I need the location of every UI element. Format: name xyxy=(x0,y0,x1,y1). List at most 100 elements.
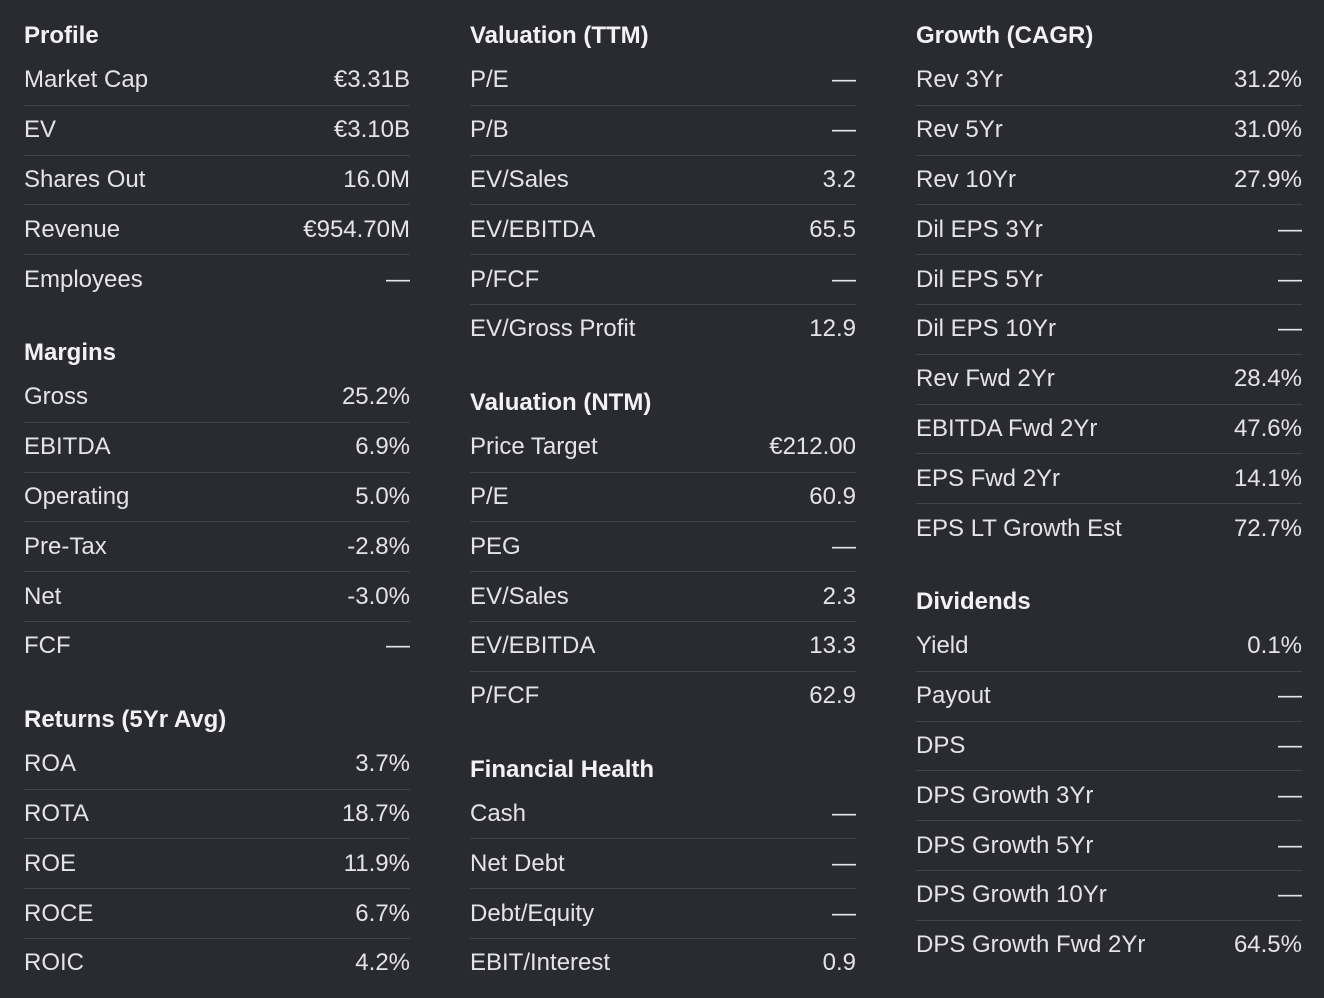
metric-row: EBITDA 6.9% xyxy=(24,423,410,473)
metric-row: ROTA 18.7% xyxy=(24,790,410,840)
metric-label: Pre-Tax xyxy=(24,532,107,560)
metric-label: Dil EPS 3Yr xyxy=(916,215,1043,243)
section-title: Valuation (NTM) xyxy=(470,388,652,416)
metric-value: — xyxy=(832,899,856,927)
metric-value: 11.9% xyxy=(343,849,410,877)
metric-row: EV €3.10B xyxy=(24,106,410,156)
metric-label: P/FCF xyxy=(470,265,540,293)
metric-label: DPS Growth 10Yr xyxy=(916,881,1107,909)
metric-value: 2.3 xyxy=(822,582,856,610)
metric-label: Price Target xyxy=(470,433,598,461)
section-title: Margins xyxy=(24,338,117,366)
metric-value: 72.7% xyxy=(1233,514,1302,542)
metric-row: Cash — xyxy=(470,790,856,840)
metric-value: 65.5 xyxy=(809,215,856,243)
metric-label: Rev 10Yr xyxy=(916,165,1017,193)
section-dividends: Dividends Yield 0.1% Payout — DPS — DPS Growth … xyxy=(916,553,1302,970)
metric-row: Market Cap €3.31B xyxy=(24,56,410,106)
section-title: Profile xyxy=(24,22,99,49)
metric-label: Shares Out xyxy=(24,165,146,193)
metric-row: Rev 5Yr 31.0% xyxy=(916,106,1302,156)
metric-value: — xyxy=(832,66,856,94)
metric-label: EPS Fwd 2Yr xyxy=(916,464,1061,492)
metric-label: FCF xyxy=(24,632,71,660)
section-title: Dividends xyxy=(916,587,1031,615)
metric-value: 3.2 xyxy=(822,165,856,193)
metric-row: DPS Growth 5Yr — xyxy=(916,821,1302,871)
metric-value: — xyxy=(832,849,856,877)
column-2: Valuation (TTM) P/E — P/B — EV/Sales 3.2 EV/EBI… xyxy=(470,0,856,988)
metric-value: 4.2% xyxy=(355,949,410,977)
metric-label: P/E xyxy=(470,482,509,510)
metric-value: -2.8% xyxy=(347,532,410,560)
metric-value: 25.2% xyxy=(341,383,410,411)
metric-label: EV/EBITDA xyxy=(470,215,596,243)
section-title: Valuation (TTM) xyxy=(470,22,649,49)
metric-row: EV/EBITDA 65.5 xyxy=(470,205,856,256)
metric-row: Rev Fwd 2Yr 28.4% xyxy=(916,355,1302,405)
metric-row: ROIC 4.2% xyxy=(24,939,410,988)
metric-label: PEG xyxy=(470,532,521,560)
metric-value: 28.4% xyxy=(1233,365,1302,393)
metric-label: EV/EBITDA xyxy=(470,632,596,660)
metric-row: EPS Fwd 2Yr 14.1% xyxy=(916,454,1302,505)
metric-row: P/B — xyxy=(470,106,856,156)
section-valuation-ntm: Valuation (NTM) Price Target €212.00 P/E 60.… xyxy=(470,354,856,721)
metric-label: Employees xyxy=(24,265,143,293)
metric-row: EV/EBITDA 13.3 xyxy=(470,622,856,672)
metric-label: EV/Gross Profit xyxy=(470,315,636,343)
metric-value: 14.1% xyxy=(1233,464,1302,492)
metric-value: — xyxy=(1278,265,1302,293)
metric-label: ROIC xyxy=(24,949,84,977)
metric-row: Rev 3Yr 31.2% xyxy=(916,56,1302,106)
metric-label: Net Debt xyxy=(470,849,565,877)
section-financial-health: Financial Health Cash — Net Debt — Debt/Equit… xyxy=(470,721,856,988)
metric-row: P/E — xyxy=(470,56,856,106)
metric-row: EV/Gross Profit 12.9 xyxy=(470,305,856,354)
metric-row: ROCE 6.7% xyxy=(24,889,410,939)
column-3: Growth (CAGR) Rev 3Yr 31.2% Rev 5Yr 31.0% Rev… xyxy=(916,0,1302,970)
metric-row: DPS Growth 3Yr — xyxy=(916,771,1302,822)
metric-row: EPS LT Growth Est 72.7% xyxy=(916,504,1302,553)
metric-row: Rev 10Yr 27.9% xyxy=(916,156,1302,206)
metric-label: ROTA xyxy=(24,799,89,827)
section-returns-5yr-avg: Returns (5Yr Avg) ROA 3.7% ROTA 18.7% ROE 11.9… xyxy=(24,671,410,988)
metric-label: Dil EPS 10Yr xyxy=(916,315,1057,343)
metric-row: Gross 25.2% xyxy=(24,373,410,423)
metric-label: ROA xyxy=(24,750,77,778)
metric-value: 6.9% xyxy=(355,433,410,461)
metric-row: EV/Sales 2.3 xyxy=(470,572,856,622)
metric-value: €212.00 xyxy=(769,433,856,461)
metric-row: Dil EPS 5Yr — xyxy=(916,255,1302,305)
metric-label: ROCE xyxy=(24,899,94,927)
section-valuation-ttm: Valuation (TTM) P/E — P/B — EV/Sales 3.2 EV/EBI… xyxy=(470,0,856,354)
metric-value: 13.3 xyxy=(809,632,856,660)
metric-value: — xyxy=(1278,781,1302,809)
metric-label: Dil EPS 5Yr xyxy=(916,265,1043,293)
metric-row: Net -3.0% xyxy=(24,572,410,622)
metric-label: DPS Growth 3Yr xyxy=(916,781,1094,809)
metric-value: 62.9 xyxy=(809,682,856,710)
section-margins: Margins Gross 25.2% EBITDA 6.9% Operating 5.0%… xyxy=(24,304,410,671)
metric-value: 16.0M xyxy=(343,165,410,193)
metric-label: Debt/Equity xyxy=(470,899,595,927)
metric-row: DPS Growth 10Yr — xyxy=(916,871,1302,921)
metric-row: EV/Sales 3.2 xyxy=(470,156,856,206)
metric-label: Operating xyxy=(24,482,130,510)
metric-value: — xyxy=(386,632,410,660)
metric-value: — xyxy=(1278,881,1302,909)
metric-label: DPS xyxy=(916,731,966,759)
metric-row: Shares Out 16.0M xyxy=(24,156,410,206)
metric-value: €3.10B xyxy=(333,116,410,144)
metric-label: ROE xyxy=(24,849,77,877)
metric-value: 6.7% xyxy=(355,899,410,927)
metric-label: EBITDA Fwd 2Yr xyxy=(916,414,1098,442)
metric-label: Yield xyxy=(916,632,969,660)
metric-label: Revenue xyxy=(24,215,121,243)
metric-row: Net Debt — xyxy=(470,839,856,890)
metric-row: Revenue €954.70M xyxy=(24,205,410,256)
metric-row: Dil EPS 3Yr — xyxy=(916,205,1302,256)
metric-value: 12.9 xyxy=(809,315,856,343)
metric-label: P/FCF xyxy=(470,682,540,710)
metric-label: Gross xyxy=(24,383,89,411)
